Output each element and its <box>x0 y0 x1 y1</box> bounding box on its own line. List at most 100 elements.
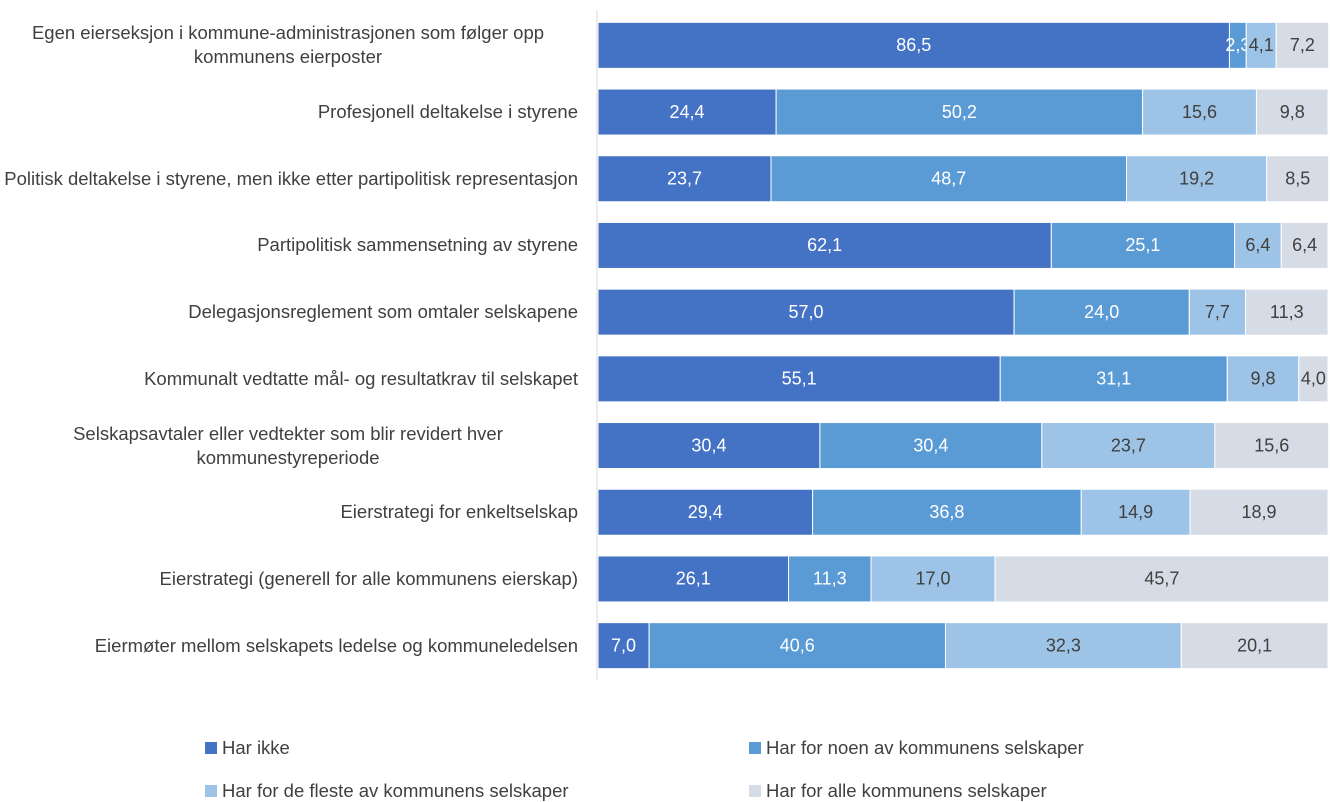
bar-segment <box>648 622 946 670</box>
bar-segment <box>1013 288 1190 336</box>
bar-segment <box>812 488 1082 536</box>
category-label: Politisk deltakelse i styrene, men ikke … <box>0 167 578 191</box>
value-label: 19,2 <box>1179 169 1214 189</box>
bar-segment <box>1188 288 1247 336</box>
bar-segment <box>1126 155 1268 203</box>
bar-segment <box>1041 422 1216 470</box>
value-label: 18,9 <box>1241 502 1276 522</box>
bar-segment <box>597 88 777 136</box>
value-label: 20,1 <box>1237 635 1272 655</box>
value-label: 14,9 <box>1118 502 1153 522</box>
category-text: Selskapsavtaler eller vedtekter som blir… <box>73 422 503 468</box>
bar-segment <box>1180 622 1329 670</box>
value-label: 4,0 <box>1301 369 1326 389</box>
value-label: 24,4 <box>670 102 705 122</box>
legend-item: Har ikke <box>205 737 290 759</box>
category-text: Profesjonell deltakelse i styrene <box>317 101 578 123</box>
legend-swatch <box>749 742 761 754</box>
bar-segment <box>1050 221 1236 269</box>
value-label: 23,7 <box>1111 435 1146 455</box>
value-label: 45,7 <box>1144 569 1179 589</box>
value-label: 15,6 <box>1254 435 1289 455</box>
category-label: Kommunalt vedtatte mål- og resultatkrav … <box>0 367 578 391</box>
bar-segment <box>597 21 1230 69</box>
value-label: 32,3 <box>1046 635 1081 655</box>
bar-segment <box>775 88 1144 136</box>
bar-segment <box>1080 488 1191 536</box>
category-label: Eierstrategi for enkeltselskap <box>0 500 578 524</box>
bar-segment <box>597 221 1052 269</box>
legend-item: Har for de fleste av kommunens selskaper <box>205 780 569 802</box>
category-text: Partipolitisk sammensetning av styrene <box>257 234 578 256</box>
value-label: 6,4 <box>1292 235 1317 255</box>
value-label: 29,4 <box>688 502 723 522</box>
bar-segment <box>597 488 814 536</box>
value-label: 8,5 <box>1285 169 1310 189</box>
value-label: 30,4 <box>913 435 948 455</box>
bar-segment <box>994 555 1330 603</box>
legend-item: Har for noen av kommunens selskaper <box>749 737 1084 759</box>
category-label: Eiermøter mellom selskapets ledelse og k… <box>0 634 578 658</box>
bar-segment <box>788 555 872 603</box>
category-text: Politisk deltakelse i styrene, men ikke … <box>4 167 578 189</box>
value-label: 31,1 <box>1096 369 1131 389</box>
value-label: 6,4 <box>1245 235 1270 255</box>
value-label: 25,1 <box>1125 235 1160 255</box>
value-label: 48,7 <box>931 169 966 189</box>
legend-swatch <box>749 785 761 797</box>
value-label: 11,3 <box>1270 302 1304 322</box>
bar-segment <box>870 555 996 603</box>
bar-segment <box>597 288 1015 336</box>
value-label: 9,8 <box>1251 369 1276 389</box>
category-label: Partipolitisk sammensetning av styrene <box>0 233 578 257</box>
category-text: Kommunalt vedtatte mål- og resultatkrav … <box>144 367 578 389</box>
value-label: 50,2 <box>942 102 977 122</box>
value-label: 30,4 <box>691 435 726 455</box>
value-label: 26,1 <box>676 569 711 589</box>
value-label: 86,5 <box>896 35 931 55</box>
bar-segment <box>1226 355 1300 403</box>
bar-segment <box>1255 88 1329 136</box>
bar-segment <box>770 155 1128 203</box>
value-label: 55,1 <box>782 369 817 389</box>
bar-segment <box>597 155 772 203</box>
bar-segment <box>1142 88 1257 136</box>
value-label: 15,6 <box>1182 102 1217 122</box>
value-label: 40,6 <box>780 635 815 655</box>
category-label: Profesjonell deltakelse i styrene <box>0 100 578 124</box>
category-label: Egen eierseksjon i kommune-administrasjo… <box>0 21 578 69</box>
category-text: Eierstrategi for enkeltselskap <box>340 501 578 523</box>
value-label: 11,3 <box>813 569 847 589</box>
value-label: 57,0 <box>789 302 824 322</box>
bar-segment <box>1234 221 1282 269</box>
bar-segment <box>944 622 1182 670</box>
bar-segment <box>1280 221 1329 269</box>
bar-segment <box>1298 355 1329 403</box>
legend-label: Har ikke <box>222 737 290 758</box>
value-label: 36,8 <box>929 502 964 522</box>
bar-segment <box>1214 422 1330 470</box>
value-label: 23,7 <box>667 169 702 189</box>
legend-item: Har for alle kommunens selskaper <box>749 780 1047 802</box>
value-label: 7,0 <box>611 635 636 655</box>
value-label: 7,2 <box>1290 35 1315 55</box>
value-label: 7,7 <box>1205 302 1230 322</box>
value-label: 9,8 <box>1280 102 1305 122</box>
value-label: 17,0 <box>916 569 951 589</box>
bar-segment <box>597 622 650 670</box>
value-label: 2,3 <box>1225 35 1250 55</box>
bar-segment <box>1189 488 1329 536</box>
legend-swatch <box>205 785 217 797</box>
value-label: 24,0 <box>1084 302 1119 322</box>
value-label: 62,1 <box>807 235 842 255</box>
category-label: Eierstrategi (generell for alle kommunen… <box>0 567 579 591</box>
legend-swatch <box>205 742 217 754</box>
category-text: Eierstrategi (generell for alle kommunen… <box>159 567 579 589</box>
legend-label: Har for de fleste av kommunens selskaper <box>222 780 569 801</box>
bar-segment <box>819 422 1043 470</box>
category-text: Delegasjonsreglement som omtaler selskap… <box>188 301 578 323</box>
bar-segment <box>1275 21 1330 69</box>
value-label: 4,1 <box>1249 35 1274 55</box>
legend-label: Har for alle kommunens selskaper <box>766 780 1047 801</box>
